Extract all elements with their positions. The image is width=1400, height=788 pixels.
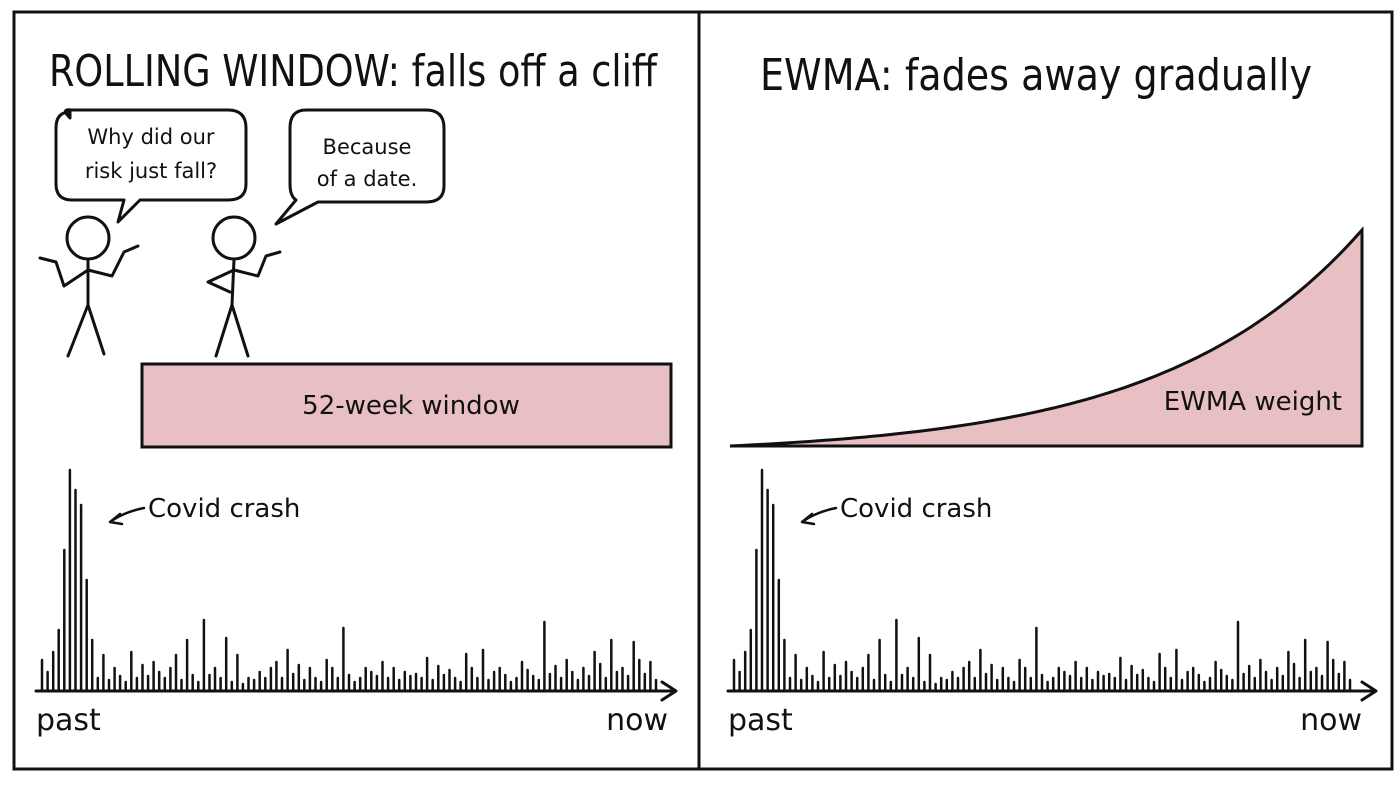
right-panel: EWMA: fades away gradually EWMA weight C… (726, 50, 1378, 738)
axis-end-left: now (606, 703, 668, 738)
axis-arrow-right (1360, 680, 1378, 702)
speech-left-line-2: risk just fall? (85, 159, 217, 183)
speech-left-line-1: Why did our (87, 125, 215, 149)
rolling-window-box (140, 362, 673, 449)
stick-figure-left (38, 215, 140, 358)
speech-bubble-left (54, 108, 248, 224)
axis-arrow-left (660, 680, 678, 702)
risk-spikes-right (732, 468, 1352, 692)
speech-right-line-1: Because (323, 135, 412, 159)
left-panel: ROLLING WINDOW: falls off a cliff Why di… (34, 46, 678, 738)
axis-start-left: past (36, 703, 101, 738)
ewma-weight-area (729, 226, 1364, 448)
axis-end-right: now (1300, 703, 1362, 738)
stick-figure-right (206, 215, 282, 358)
covid-arrow-left (108, 506, 146, 526)
risk-spikes-left (40, 468, 658, 692)
speech-right-line-2: of a date. (317, 167, 418, 191)
covid-annotation-left: Covid crash (148, 494, 300, 524)
rolling-window-label: 52-week window (302, 391, 520, 421)
comic-frame (12, 10, 1394, 771)
ewma-weight-label: EWMA weight (1164, 387, 1342, 417)
axis-start-right: past (728, 703, 793, 738)
covid-annotation-right: Covid crash (840, 494, 992, 524)
left-panel-title: ROLLING WINDOW: falls off a cliff (49, 46, 658, 97)
right-panel-title: EWMA: fades away gradually (760, 50, 1312, 101)
covid-arrow-right (800, 506, 838, 526)
speech-bubble-right (274, 108, 446, 226)
